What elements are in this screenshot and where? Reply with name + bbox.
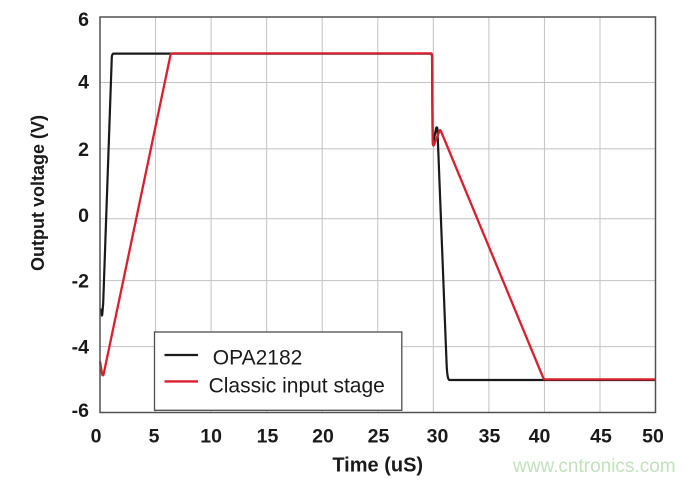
- svg-text:-6: -6: [72, 400, 89, 422]
- svg-text:10: 10: [200, 426, 222, 448]
- svg-text:-4: -4: [72, 337, 89, 359]
- svg-text:5: 5: [149, 426, 160, 448]
- svg-text:Output voltage (V): Output voltage (V): [28, 115, 48, 271]
- svg-text:25: 25: [368, 426, 390, 448]
- svg-text:Classic input stage: Classic input stage: [209, 374, 385, 397]
- svg-text:OPA2182: OPA2182: [213, 346, 303, 369]
- svg-text:6: 6: [78, 9, 89, 31]
- svg-text:0: 0: [78, 205, 89, 227]
- svg-text:40: 40: [529, 426, 551, 448]
- svg-text:35: 35: [479, 426, 501, 448]
- svg-text:0: 0: [91, 426, 102, 448]
- svg-text:45: 45: [590, 426, 612, 448]
- svg-text:-2: -2: [72, 271, 89, 293]
- svg-text:30: 30: [427, 426, 449, 448]
- svg-text:15: 15: [257, 426, 279, 448]
- svg-text:2: 2: [78, 139, 89, 161]
- svg-text:50: 50: [642, 426, 664, 448]
- svg-text:4: 4: [78, 71, 89, 93]
- svg-text:www.cntronics.com: www.cntronics.com: [512, 456, 676, 477]
- svg-text:Time (uS): Time (uS): [332, 454, 423, 476]
- svg-text:20: 20: [312, 426, 334, 448]
